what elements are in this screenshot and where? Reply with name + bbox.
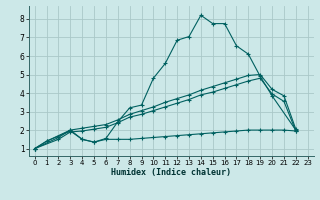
X-axis label: Humidex (Indice chaleur): Humidex (Indice chaleur) <box>111 168 231 177</box>
